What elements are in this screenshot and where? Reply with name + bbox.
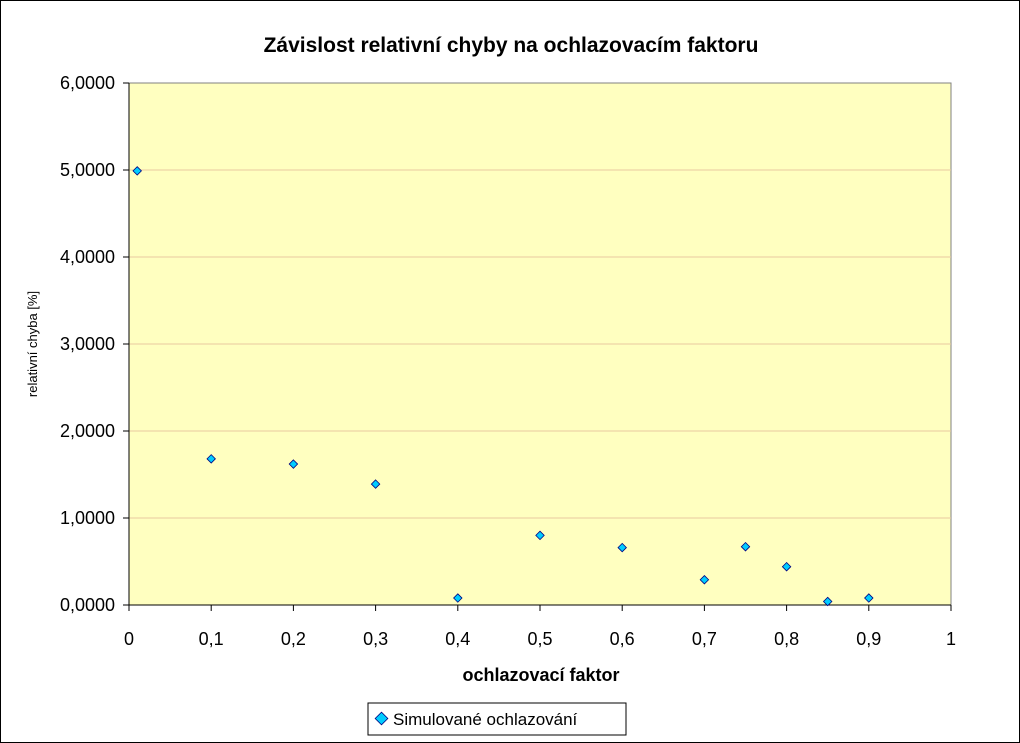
x-tick-label: 0,9 — [856, 629, 881, 649]
data-point — [699, 575, 710, 585]
x-tick-label: 1 — [946, 629, 956, 649]
y-tick-label: 6,0000 — [60, 73, 115, 93]
x-axis-label: ochlazovací faktor — [462, 665, 619, 685]
y-tick-label: 0,0000 — [60, 595, 115, 615]
x-tick-label: 0,1 — [199, 629, 224, 649]
data-point — [535, 530, 545, 541]
y-tick-label: 3,0000 — [60, 334, 115, 354]
data-point — [132, 166, 142, 176]
x-tick-label: 0,2 — [281, 629, 306, 649]
data-point — [740, 541, 751, 552]
data-point — [370, 479, 381, 489]
x-tick-label: 0,3 — [363, 629, 388, 649]
y-tick-label: 4,0000 — [60, 247, 115, 267]
legend-box — [367, 702, 627, 736]
data-point — [617, 542, 627, 553]
chart-title: Závislost relativní chyby na ochlazovací… — [264, 34, 759, 57]
data-point — [822, 596, 833, 607]
gridlines — [129, 169, 951, 519]
y-tick-label: 5,0000 — [60, 160, 115, 180]
x-tick-label: 0 — [124, 629, 134, 649]
y-tick-label: 1,0000 — [60, 508, 115, 528]
legend-marker-diamond-icon — [374, 711, 389, 726]
data-point — [206, 454, 216, 464]
x-tick-label: 0,4 — [445, 629, 470, 649]
y-axis-label: relativní chyba [%] — [25, 291, 40, 397]
x-tick-label: 0,6 — [610, 629, 635, 649]
x-tick-label: 0,8 — [774, 629, 799, 649]
x-tick-label: 0,5 — [527, 629, 552, 649]
axes: 0,0000 1,0000 2,0000 3,0000 4,0000 5,0000 6,00… — [60, 73, 956, 649]
legend: Simulované ochlazování — [367, 702, 627, 736]
x-tick-label: 0,7 — [692, 629, 717, 649]
data-point — [288, 459, 299, 469]
data-point — [781, 561, 792, 572]
y-tick-label: 2,0000 — [60, 421, 115, 441]
legend-entry-label: Simulované ochlazování — [393, 710, 578, 729]
data-point — [453, 593, 463, 603]
data-point — [864, 593, 874, 603]
data-points — [132, 166, 874, 607]
